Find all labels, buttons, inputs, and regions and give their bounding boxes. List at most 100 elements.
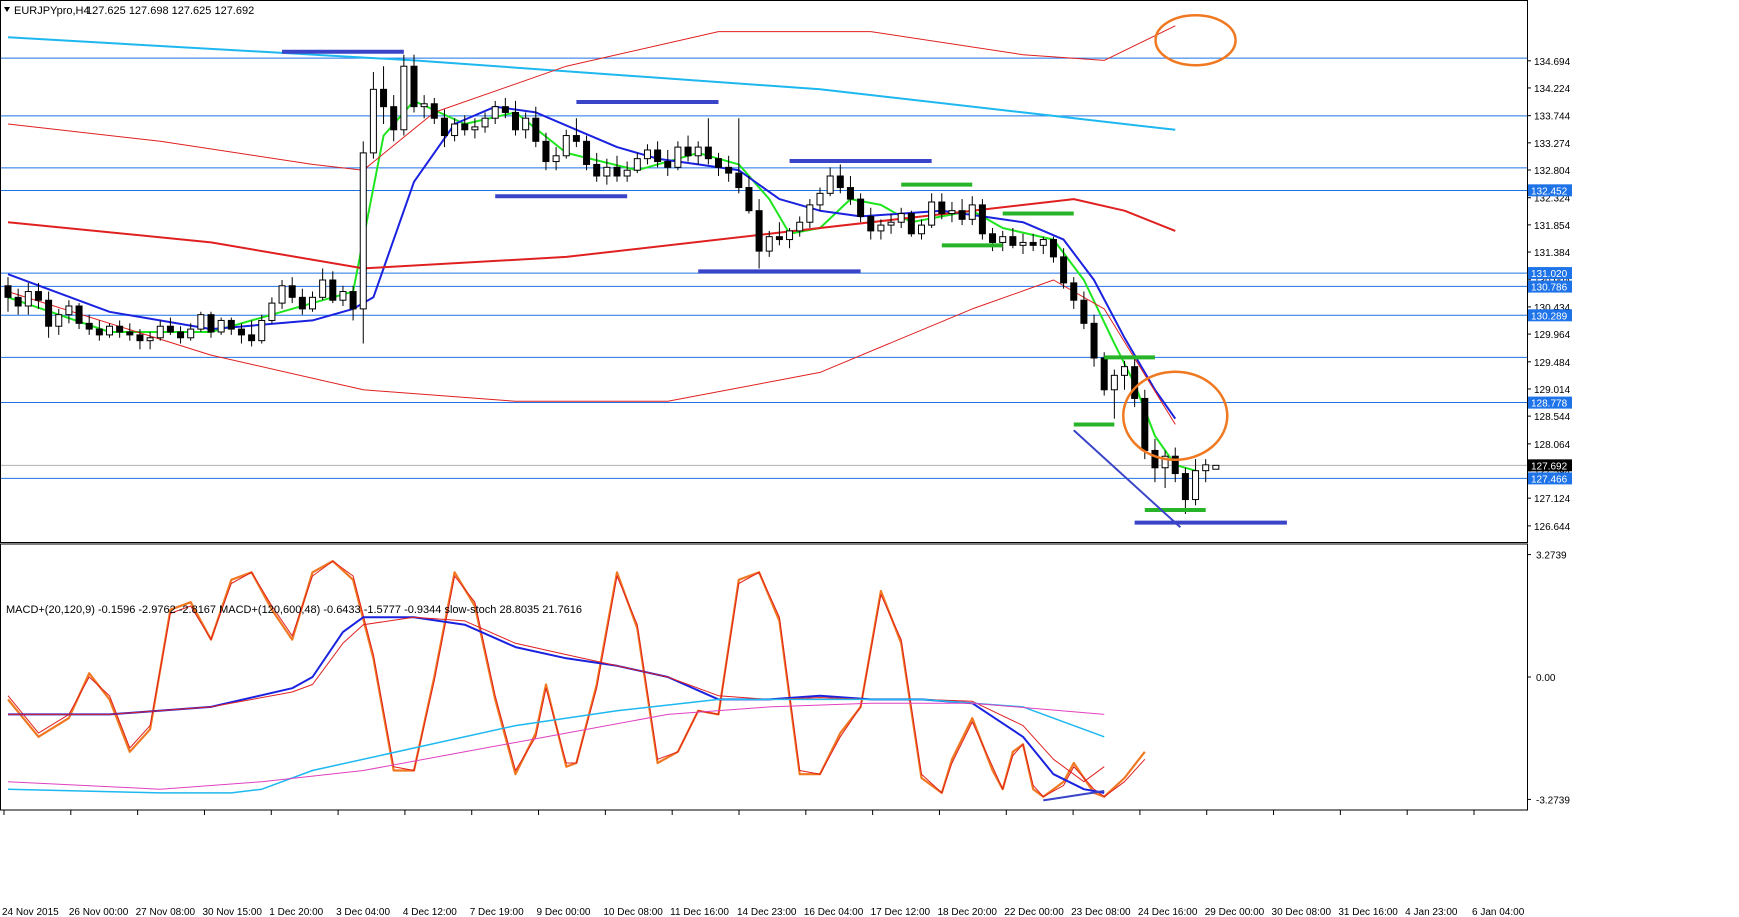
candle[interactable]	[359, 141, 367, 344]
candle[interactable]	[75, 303, 83, 330]
candle[interactable]	[623, 161, 631, 182]
candle[interactable]	[552, 147, 560, 171]
candle[interactable]	[146, 332, 154, 350]
candle[interactable]	[1039, 236, 1047, 254]
candle[interactable]	[512, 100, 519, 136]
candle[interactable]	[258, 314, 266, 344]
candle[interactable]	[369, 72, 377, 159]
candle[interactable]	[166, 317, 174, 335]
candle[interactable]	[664, 150, 672, 176]
candle[interactable]	[1019, 233, 1027, 254]
candle[interactable]	[34, 282, 42, 309]
candle[interactable]	[887, 213, 895, 234]
candle[interactable]	[725, 155, 733, 182]
candle[interactable]	[816, 187, 824, 211]
candle[interactable]	[542, 132, 550, 171]
candle[interactable]	[339, 285, 347, 306]
candle[interactable]	[1049, 236, 1057, 263]
candle[interactable]	[796, 216, 804, 237]
candle[interactable]	[248, 320, 256, 347]
candle[interactable]	[319, 268, 327, 301]
candle[interactable]	[420, 95, 428, 119]
candle[interactable]	[907, 210, 915, 237]
candle[interactable]	[1202, 459, 1210, 483]
candle[interactable]	[826, 167, 834, 197]
candle[interactable]	[857, 193, 865, 223]
candle[interactable]	[329, 271, 337, 304]
candle[interactable]	[968, 196, 976, 226]
candle[interactable]	[4, 277, 12, 312]
candle[interactable]	[1080, 291, 1088, 330]
candle[interactable]	[593, 152, 601, 182]
candle[interactable]	[116, 320, 124, 338]
candle[interactable]	[633, 152, 641, 174]
candle[interactable]	[126, 323, 134, 341]
candle[interactable]	[187, 323, 195, 341]
candle[interactable]	[1212, 464, 1220, 470]
candle[interactable]	[572, 118, 580, 148]
candle[interactable]	[1070, 277, 1078, 309]
candle[interactable]	[1131, 358, 1139, 408]
candle[interactable]	[1192, 459, 1200, 506]
candle[interactable]	[522, 112, 530, 139]
candle[interactable]	[613, 155, 621, 182]
candle[interactable]	[410, 54, 418, 113]
candle[interactable]	[349, 285, 357, 321]
candle[interactable]	[65, 300, 73, 324]
chart-menu-arrow-icon[interactable]	[4, 7, 10, 12]
candle[interactable]	[928, 193, 936, 228]
candle[interactable]	[24, 282, 32, 315]
candle[interactable]	[786, 228, 794, 249]
candle[interactable]	[735, 118, 743, 194]
candle[interactable]	[999, 230, 1007, 252]
candle[interactable]	[501, 98, 509, 119]
candle[interactable]	[745, 176, 753, 214]
candle[interactable]	[207, 311, 215, 338]
candle[interactable]	[430, 98, 438, 124]
candle[interactable]	[654, 141, 662, 168]
candle[interactable]	[715, 152, 722, 176]
candle[interactable]	[106, 323, 113, 338]
candle[interactable]	[755, 199, 763, 269]
candle[interactable]	[278, 280, 286, 309]
candle[interactable]	[440, 109, 448, 148]
candle[interactable]	[562, 129, 570, 159]
candle[interactable]	[227, 317, 235, 335]
candle[interactable]	[938, 193, 946, 220]
candle[interactable]	[1060, 248, 1068, 289]
candle[interactable]	[532, 106, 540, 148]
candle[interactable]	[704, 118, 712, 165]
candle[interactable]	[1090, 314, 1098, 367]
candle[interactable]	[1161, 450, 1169, 488]
candle[interactable]	[55, 308, 63, 335]
candle[interactable]	[806, 199, 814, 228]
candle[interactable]	[491, 100, 499, 124]
trend-line[interactable]	[1073, 429, 1181, 529]
candle[interactable]	[451, 118, 459, 142]
candle[interactable]	[481, 112, 489, 133]
candle[interactable]	[978, 199, 986, 240]
highlight-circle[interactable]	[1122, 370, 1229, 462]
indicator-trend-line[interactable]	[1043, 790, 1105, 802]
candle[interactable]	[14, 288, 22, 315]
candle[interactable]	[918, 219, 925, 240]
price-panel[interactable]	[0, 13, 1527, 529]
candle[interactable]	[471, 118, 479, 139]
candle[interactable]	[846, 176, 854, 205]
candle[interactable]	[1151, 438, 1159, 483]
candle[interactable]	[400, 54, 408, 136]
candle[interactable]	[958, 199, 966, 226]
candle[interactable]	[390, 95, 398, 142]
candle[interactable]	[684, 135, 692, 162]
candle[interactable]	[643, 144, 651, 165]
candle[interactable]	[298, 288, 306, 315]
candle[interactable]	[948, 202, 956, 223]
candle[interactable]	[694, 141, 702, 165]
candle[interactable]	[461, 115, 469, 136]
candle[interactable]	[1009, 228, 1017, 249]
candle[interactable]	[1110, 369, 1118, 419]
candle[interactable]	[85, 314, 93, 335]
candle[interactable]	[288, 277, 296, 304]
candle[interactable]	[309, 291, 316, 312]
candle[interactable]	[268, 297, 276, 324]
